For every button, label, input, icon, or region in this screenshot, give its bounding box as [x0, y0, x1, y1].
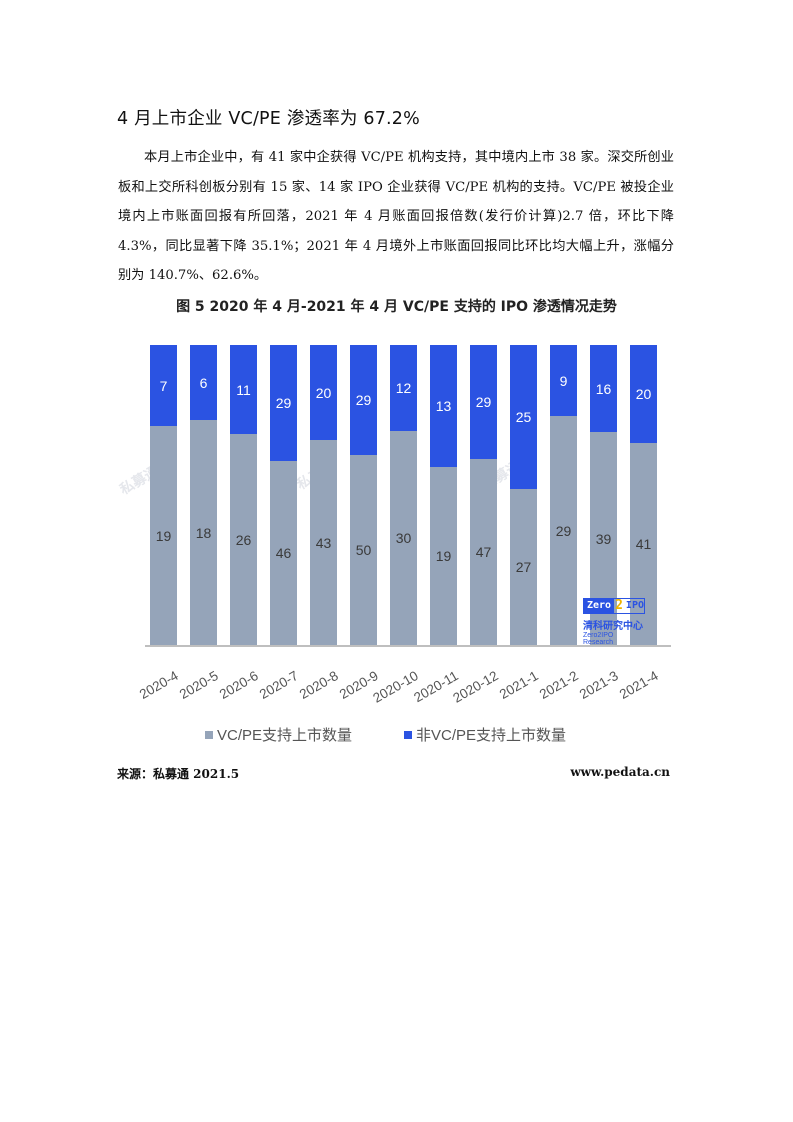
logo-ipo: IPO [625, 600, 644, 611]
logo-zero: Zero [584, 599, 615, 613]
bar-2021-4: 20 41 [630, 345, 657, 645]
bar-segment-non-vcpe: 9 [550, 345, 577, 416]
zero2ipo-logo: Zero 2 IPO 清科研究中心 Zero2IPO Research [583, 598, 645, 646]
source-note: 来源：私募通 2021.5 [117, 767, 240, 781]
bar-segment-non-vcpe: 29 [270, 345, 297, 461]
bar-segment-vcpe: 19 [430, 467, 457, 645]
logo-en: Zero2IPO Research [583, 632, 614, 646]
legend-item-vcpe: VC/PE支持上市数量 [205, 724, 352, 745]
chart-title: 图 5 2020 年 4 月-2021 年 4 月 VC/PE 支持的 IPO … [176, 299, 617, 315]
bar-2020-12: 29 47 [470, 345, 497, 645]
bar-2021-2: 9 29 [550, 345, 577, 645]
bar-2020-5: 6 18 [190, 345, 217, 645]
bar-segment-non-vcpe: 16 [590, 345, 617, 432]
logo-cn: 清科研究中心 [583, 621, 643, 632]
bar-segment-non-vcpe: 25 [510, 345, 537, 489]
bar-segment-vcpe: 43 [310, 440, 337, 645]
bar-segment-non-vcpe: 29 [350, 345, 377, 455]
paragraph-text: 本月上市企业中，有 41 家中企获得 VC/PE 机构支持，其中境内上市 38 … [118, 150, 674, 284]
bar-2021-1: 25 27 [510, 345, 537, 645]
legend-swatch-blue [404, 730, 412, 739]
bar-segment-vcpe: 29 [550, 416, 577, 645]
legend-item-non-vcpe: 非VC/PE支持上市数量 [404, 724, 566, 745]
bar-segment-non-vcpe: 6 [190, 345, 217, 420]
section-heading: 4 月上市企业 VC/PE 渗透率为 67.2% [117, 109, 420, 129]
bar-segment-non-vcpe: 12 [390, 345, 417, 431]
bar-segment-vcpe: 50 [350, 455, 377, 645]
bar-segment-non-vcpe: 20 [310, 345, 337, 440]
site-url: www.pedata.cn [570, 765, 670, 779]
bar-segment-non-vcpe: 7 [150, 345, 177, 426]
bar-segment-vcpe: 26 [230, 434, 257, 645]
bar-segment-vcpe: 41 [630, 443, 657, 645]
bar-2020-9: 29 50 [350, 345, 377, 645]
bar-segment-non-vcpe: 13 [430, 345, 457, 467]
bar-segment-vcpe: 46 [270, 461, 297, 645]
bar-segment-non-vcpe: 20 [630, 345, 657, 443]
bar-segment-vcpe: 19 [150, 426, 177, 645]
bar-segment-vcpe: 30 [390, 431, 417, 645]
bar-2020-11: 13 19 [430, 345, 457, 645]
bar-2020-6: 11 26 [230, 345, 257, 645]
bar-segment-non-vcpe: 11 [230, 345, 257, 434]
bar-2020-10: 12 30 [390, 345, 417, 645]
bar-segment-vcpe: 18 [190, 420, 217, 645]
bar-2020-7: 29 46 [270, 345, 297, 645]
bar-2020-8: 20 43 [310, 345, 337, 645]
logo-two: 2 [615, 598, 623, 613]
bar-segment-vcpe: 47 [470, 459, 497, 645]
x-axis-line [145, 645, 671, 647]
legend-label: VC/PE支持上市数量 [217, 727, 353, 744]
bar-segment-vcpe: 27 [510, 489, 537, 645]
legend-swatch-gray [205, 730, 213, 739]
chart-plot-area: 7 19 6 18 11 26 29 46 20 43 29 50 12 30 13 19 29 47 25 27 9 2… [140, 345, 670, 645]
bar-2020-4: 7 19 [150, 345, 177, 645]
bar-segment-non-vcpe: 29 [470, 345, 497, 459]
legend-label: 非VC/PE支持上市数量 [416, 727, 567, 744]
body-paragraph: 本月上市企业中，有 41 家中企获得 VC/PE 机构支持，其中境内上市 38 … [118, 143, 674, 291]
